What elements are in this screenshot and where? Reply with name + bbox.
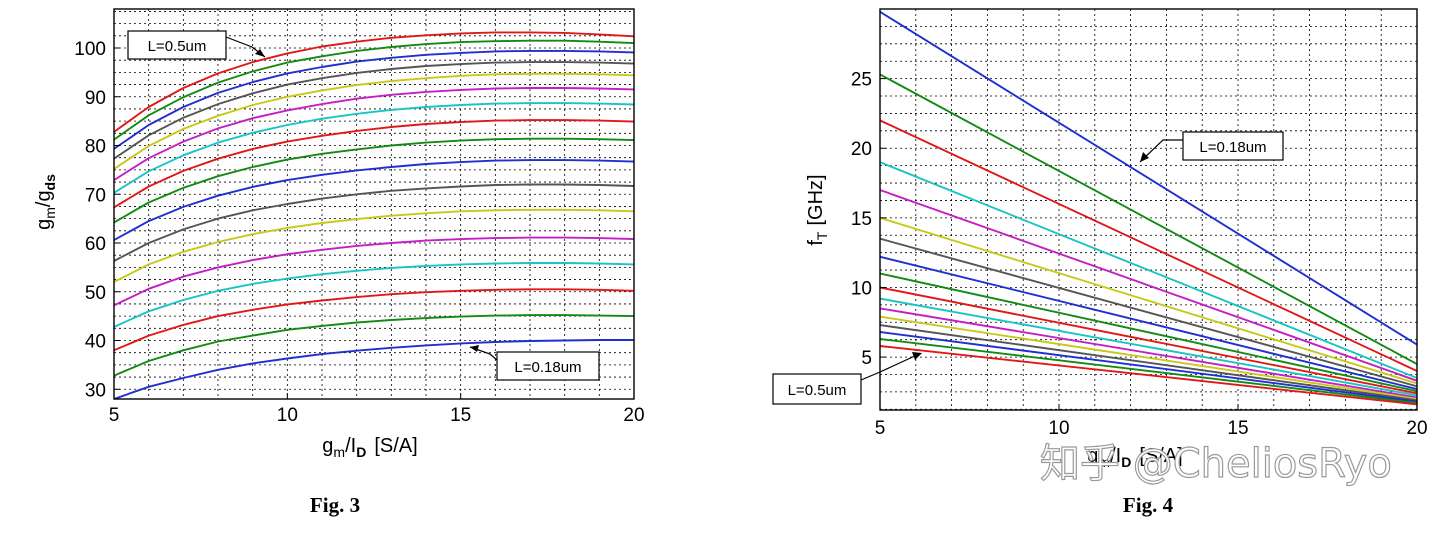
chart3-series-line-14 <box>114 61 634 160</box>
fig4-x-ticks: 5 10 15 20 <box>875 404 1428 439</box>
fig3-x-axis-label: gm/ID [S/A] <box>322 435 417 460</box>
chart4-x-tick-label: 10 <box>1048 418 1069 439</box>
chart4-series-line-10 <box>880 286 1417 395</box>
fig3-annotation-top-arrowhead <box>255 49 265 57</box>
fig3-series-group <box>114 31 634 399</box>
fig4-annotation-bottom: L=0.5um <box>772 352 922 405</box>
chart3-series-line-15 <box>114 49 634 150</box>
fig3-x-ticks: 5 10 15 20 <box>109 393 645 426</box>
chart4-series-line-17 <box>880 345 1417 406</box>
chart4-series-line-16 <box>880 338 1417 404</box>
chart4-series-line-1 <box>880 10 1417 346</box>
fig4-annotation-bottom-label: L=0.5um <box>788 382 847 399</box>
chart4-series-line-2 <box>880 73 1417 365</box>
chart3-x-tick-label: 15 <box>450 405 471 426</box>
chart4-x-tick-label: 20 <box>1406 418 1427 439</box>
chart3-series-line-8 <box>114 159 634 241</box>
fig4-annotation-top-leader <box>1139 139 1183 163</box>
chart4-y-tick-label: 5 <box>861 348 872 369</box>
chart3-y-tick-label: 40 <box>85 332 106 353</box>
fig3-annotation-bottom-label: L=0.18um <box>514 359 581 376</box>
fig3-caption: Fig. 3 <box>310 493 360 517</box>
chart3-y-tick-label: 100 <box>74 39 106 60</box>
chart3-series-line-9 <box>114 137 634 224</box>
chart3-series-line-11 <box>114 102 634 194</box>
chart4-x-tick-label: 5 <box>875 418 886 439</box>
fig3-annotation-bottom: L=0.18um <box>469 345 600 381</box>
chart4-series-line-11 <box>880 297 1417 397</box>
fig4-annotation-top-label: L=0.18um <box>1199 139 1266 156</box>
fig4-annotation-top-box <box>1182 131 1284 161</box>
chart4-x-tick-label: 15 <box>1227 418 1248 439</box>
watermark-text: 知乎 @CheliosRyo <box>1040 441 1392 487</box>
chart4-series-line-3 <box>880 119 1417 372</box>
chart4-series-line-13 <box>880 315 1417 400</box>
chart3-series-line-4 <box>114 262 634 328</box>
chart4-series-line-5 <box>880 189 1417 382</box>
chart3-series-line-5 <box>114 236 634 307</box>
fig3-chart: 5 10 15 20 30 40 50 60 70 80 90 100 gm/gds gm/ID [S… <box>33 8 645 517</box>
chart3-series-line-3 <box>114 288 634 352</box>
chart4-series-line-4 <box>880 161 1417 379</box>
fig4-x-axis-label: gm/ID [S/A] <box>1087 445 1182 470</box>
chart3-series-line-12 <box>114 87 634 181</box>
chart3-series-line-7 <box>114 183 634 262</box>
chart3-series-line-10 <box>114 119 634 209</box>
fig3-y-axis-label: gm/gds <box>33 174 58 230</box>
chart3-y-tick-label: 80 <box>85 137 106 158</box>
fig4-y-ticks: 5 10 15 20 25 <box>851 70 886 369</box>
fig4-y-axis-label: fT[GHz] <box>805 174 830 245</box>
fig3-annotation-bottom-arrowhead <box>470 345 479 352</box>
chart4-y-tick-label: 25 <box>851 70 872 91</box>
chart4-series-line-6 <box>880 216 1417 385</box>
chart3-series-line-13 <box>114 72 634 170</box>
fig4-chart: 5 10 15 20 5 10 15 20 25 fT[GHz] gm/ID [S/A] L=0… <box>772 8 1428 517</box>
fig4-caption: Fig. 4 <box>1123 493 1174 517</box>
fig3-annotation-top-box <box>127 30 227 60</box>
chart3-x-tick-label: 5 <box>109 405 120 426</box>
chart3-x-tick-label: 10 <box>277 405 298 426</box>
fig4-plot-frame <box>879 8 1418 411</box>
chart4-series-line-9 <box>880 272 1417 393</box>
chart3-series-line-16 <box>114 39 634 141</box>
fig4-annotation-bottom-leader <box>860 354 918 381</box>
chart4-series-line-12 <box>880 307 1417 399</box>
fig3-annotation-top-label: L=0.5um <box>148 38 207 55</box>
fig3-plot-frame <box>113 8 635 400</box>
fig4-annotation-bottom-box <box>772 373 862 405</box>
chart3-y-tick-label: 30 <box>85 380 106 401</box>
chart4-y-tick-label: 15 <box>851 209 872 230</box>
chart4-y-tick-label: 10 <box>851 278 872 299</box>
fig4-annotation-bottom-arrowhead <box>912 352 922 360</box>
chart3-y-tick-label: 60 <box>85 234 106 255</box>
chart3-y-tick-label: 50 <box>85 283 106 304</box>
chart3-x-tick-label: 20 <box>623 405 644 426</box>
fig3-annotation-top: L=0.5um <box>127 30 266 60</box>
chart4-y-tick-label: 20 <box>851 139 872 160</box>
fig4-plot-background <box>880 9 1417 410</box>
chart4-series-line-8 <box>880 255 1417 391</box>
fig3-y-ticks: 30 40 50 60 70 80 90 100 <box>74 39 120 401</box>
fig4-annotation-top-arrowhead <box>1140 152 1149 162</box>
chart4-series-line-15 <box>880 331 1417 403</box>
chart4-series-line-14 <box>880 324 1417 402</box>
fig4-annotation-top: L=0.18um <box>1139 131 1284 163</box>
chart4-series-line-7 <box>880 237 1417 388</box>
fig3-annotation-bottom-box <box>496 351 600 381</box>
chart3-series-line-6 <box>114 208 634 283</box>
chart3-y-tick-label: 70 <box>85 185 106 206</box>
chart3-y-tick-label: 90 <box>85 88 106 109</box>
fig4-series-group <box>880 10 1417 406</box>
chart3-series-line-17 <box>114 31 634 133</box>
chart3-series-line-1 <box>114 339 634 399</box>
chart3-series-line-2 <box>114 314 634 377</box>
